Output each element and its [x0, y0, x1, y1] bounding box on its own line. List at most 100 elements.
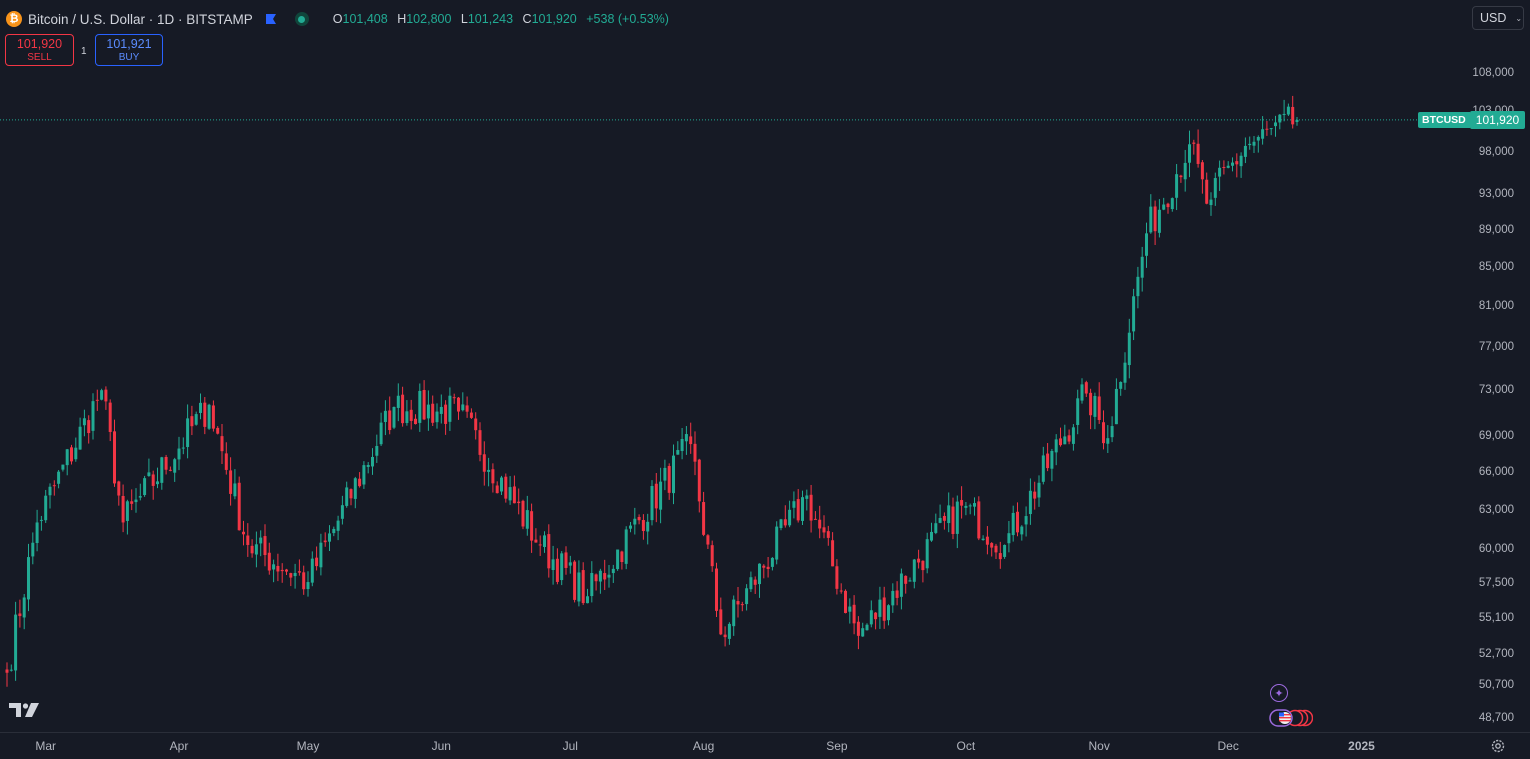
candle — [315, 546, 319, 571]
price-tick-label: 63,000 — [1478, 503, 1514, 516]
candle-body — [977, 501, 981, 539]
candle — [573, 560, 577, 603]
candle-body — [495, 485, 499, 494]
candle-body — [723, 634, 727, 638]
candle — [942, 512, 946, 530]
candle — [517, 488, 521, 515]
candle-body — [392, 407, 396, 428]
candle — [220, 424, 224, 464]
chart-pane[interactable] — [0, 0, 1468, 732]
candle-body — [1153, 206, 1157, 232]
candle — [336, 515, 340, 541]
candle — [951, 497, 955, 540]
candle-body — [783, 519, 787, 526]
us-flag-events-icon[interactable] — [1269, 709, 1313, 727]
candle-body — [186, 418, 190, 448]
candle — [388, 396, 392, 435]
candle-body — [306, 582, 310, 590]
candle — [461, 392, 465, 412]
candle — [39, 515, 43, 531]
candle-body — [1028, 490, 1032, 515]
candle-body — [1274, 122, 1277, 127]
candle-body — [912, 559, 916, 582]
candle-body — [1291, 106, 1295, 125]
candle-body — [852, 604, 856, 624]
candle — [899, 568, 903, 610]
candle-body — [285, 569, 288, 572]
candle — [1175, 164, 1179, 211]
candle — [78, 417, 82, 450]
candle — [181, 437, 185, 455]
candle-body — [581, 570, 585, 604]
candle-body — [736, 601, 740, 605]
candle-body — [254, 544, 258, 555]
candle — [211, 400, 215, 432]
candle-body — [998, 553, 1002, 560]
time-tick-label: Dec — [1217, 739, 1239, 753]
candle — [457, 396, 460, 420]
candle-body — [930, 531, 933, 541]
candle-body — [409, 409, 413, 421]
candle — [319, 533, 323, 576]
candle-body — [702, 502, 706, 535]
candle — [448, 387, 452, 431]
candle — [955, 495, 959, 549]
candle-body — [422, 390, 426, 420]
candle — [431, 395, 435, 426]
candle-body — [207, 404, 211, 429]
tradingview-logo-icon[interactable] — [9, 701, 41, 719]
candle — [478, 422, 482, 462]
candle — [1024, 506, 1028, 537]
gear-icon[interactable] — [1490, 738, 1506, 754]
candle — [848, 598, 852, 624]
sell-price: 101,920 — [16, 37, 63, 51]
candle-body — [1136, 276, 1140, 297]
candle — [1071, 424, 1075, 451]
candle — [586, 588, 589, 604]
candle — [104, 386, 108, 410]
candle-body — [474, 418, 478, 431]
candle — [293, 563, 297, 589]
candle-body — [921, 560, 925, 571]
candle — [732, 595, 736, 636]
candle — [1205, 172, 1209, 205]
candle-body — [629, 525, 632, 529]
candle-body — [560, 553, 564, 581]
candlestick-plot[interactable] — [0, 0, 1468, 732]
candle-body — [792, 501, 796, 508]
candle — [1235, 153, 1239, 178]
flag-icon[interactable] — [265, 13, 277, 25]
candle-body — [590, 573, 594, 597]
candle-body — [1123, 362, 1127, 383]
last-price-symbol-label: BTCUSD — [1418, 112, 1470, 128]
candle-body — [216, 427, 220, 434]
price-axis[interactable]: 108,000103,00098,00093,00089,00085,00081… — [1468, 0, 1530, 732]
candle — [930, 522, 933, 542]
candle — [745, 584, 749, 611]
buy-button[interactable]: 101,921 BUY — [95, 34, 163, 66]
candle-body — [719, 609, 723, 635]
candle-body — [684, 434, 688, 442]
symbol-title[interactable]: Bitcoin / U.S. Dollar · 1D · BITSTAMP — [28, 11, 253, 27]
candle-body — [332, 528, 336, 534]
candle-body — [310, 558, 314, 583]
sell-label: SELL — [27, 52, 52, 63]
candle-body — [1080, 384, 1084, 401]
candle — [138, 483, 142, 501]
time-axis[interactable]: Mar Apr May Jun Jul Aug Sep Oct Nov Dec 2025 — [0, 732, 1530, 759]
candle — [973, 497, 976, 516]
candle-body — [749, 577, 753, 590]
candle — [1188, 130, 1191, 178]
candle-body — [375, 445, 379, 456]
sell-button[interactable]: 101,920 SELL — [5, 34, 74, 66]
candle-body — [1024, 516, 1028, 525]
candle — [985, 526, 989, 555]
candle-body — [401, 394, 405, 424]
sparkle-event-icon[interactable]: ✦ — [1270, 684, 1288, 702]
candle-body — [796, 499, 800, 521]
last-price-label: 101,920 — [1470, 111, 1525, 129]
candle-body — [573, 561, 577, 600]
currency-select[interactable]: USD ⌄ — [1472, 6, 1524, 30]
candle — [1243, 137, 1247, 164]
candle — [246, 523, 250, 557]
